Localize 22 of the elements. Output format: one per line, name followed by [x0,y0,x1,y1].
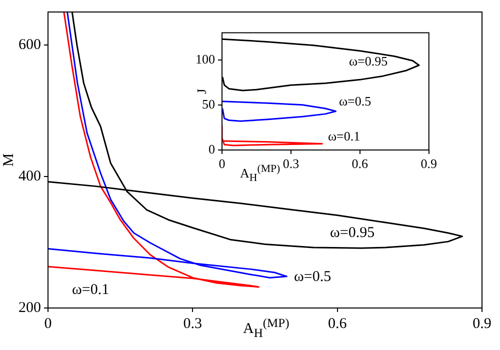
y-tick-label: 0 [208,141,215,156]
y-axis-title: M [0,153,17,167]
x-tick-label: 0.9 [472,316,492,332]
series-label: ω=0.95 [349,53,388,68]
series-label: ω=0.95 [330,224,375,241]
x-tick-label: 0.3 [183,316,202,332]
x-tick-label: 0.6 [328,316,348,332]
x-tick-label: 0 [218,156,226,172]
y-tick-label: 200 [18,300,41,316]
series-label: ω=0.5 [294,268,332,285]
y-tick-label: 600 [18,36,41,53]
y-tick-label: 400 [18,168,41,184]
y-tick-label: 50 [202,96,215,112]
y-tick-label: 100 [196,51,215,66]
x-tick-label: 0.3 [282,156,300,172]
x-tick-label: 0.9 [420,156,437,172]
x-tick-label: 0.6 [352,156,369,172]
y-axis-title: J [194,88,210,94]
series-label: ω=0.1 [72,282,110,298]
series-label: ω=0.1 [328,128,360,144]
series-label: ω=0.5 [339,93,372,108]
x-tick-label: 0 [44,316,52,332]
